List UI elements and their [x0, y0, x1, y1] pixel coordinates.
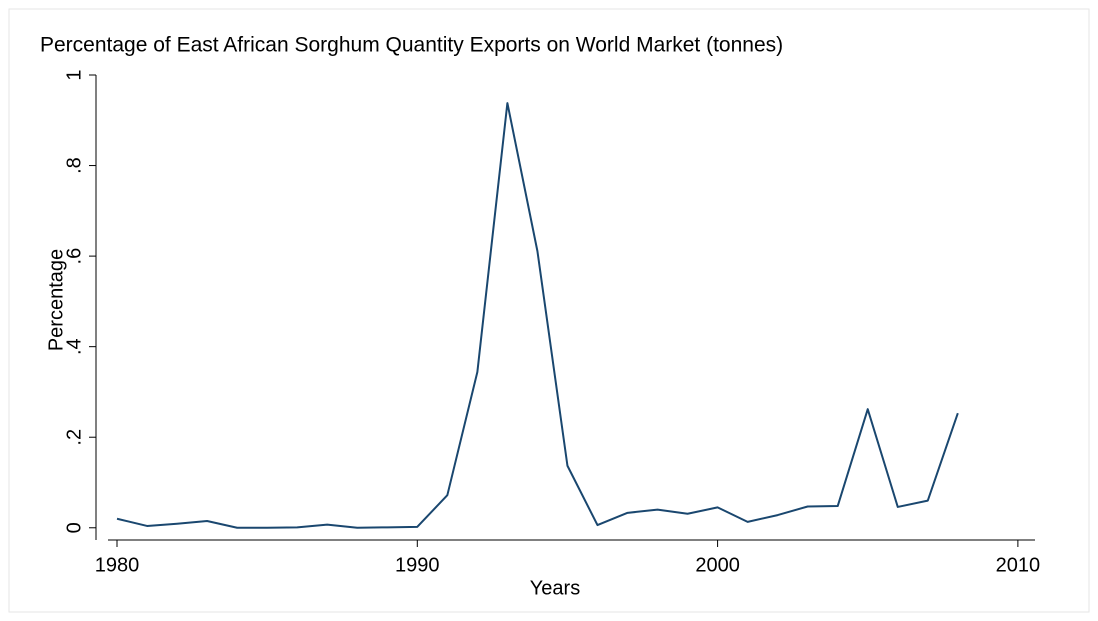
- y-axis-label: Percentage: [45, 249, 67, 351]
- y-tick-label: .8: [63, 157, 85, 174]
- line-series: [116, 102, 959, 529]
- y-tick-label: 1: [63, 69, 85, 80]
- y-tick-label: .2: [63, 429, 85, 446]
- x-tick-label: 1990: [395, 554, 440, 576]
- y-tick-label: .4: [63, 338, 85, 355]
- y-tick-label: .6: [63, 248, 85, 265]
- x-axis-label: Years: [530, 577, 580, 599]
- y-tick-label: 0: [63, 522, 85, 533]
- chart-title: Percentage of East African Sorghum Quant…: [40, 34, 783, 57]
- x-tick-label: 2010: [996, 554, 1041, 576]
- x-tick-label: 1980: [95, 554, 140, 576]
- chart-frame: [8, 8, 1090, 613]
- x-tick-label: 2000: [695, 554, 740, 576]
